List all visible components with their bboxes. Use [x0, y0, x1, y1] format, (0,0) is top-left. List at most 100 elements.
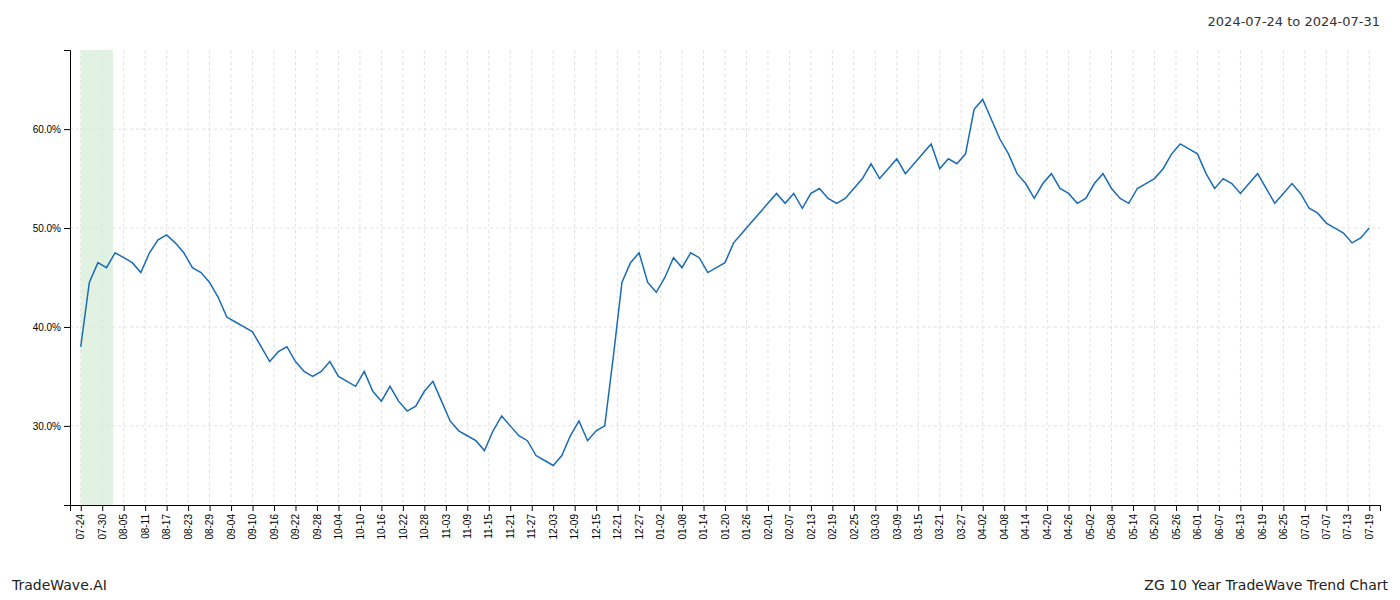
x-tick-label: 09-28 — [312, 514, 323, 540]
x-tick-mark — [940, 505, 941, 511]
grid-line-x — [1047, 50, 1048, 505]
x-tick-mark — [1176, 505, 1177, 511]
x-tick-label: 10-16 — [376, 514, 387, 540]
x-tick-label: 10-22 — [398, 514, 409, 540]
x-tick: 02-01 — [763, 505, 774, 540]
x-tick-mark — [553, 505, 554, 511]
x-tick: 07-01 — [1300, 505, 1311, 540]
x-tick: 12-21 — [612, 505, 623, 540]
y-tick-label: 60.0% — [33, 124, 61, 135]
x-tick-mark — [338, 505, 339, 511]
y-tick-label: 50.0% — [33, 223, 61, 234]
x-tick: 02-25 — [849, 505, 860, 540]
grid-line-x — [295, 50, 296, 505]
x-tick-label: 07-13 — [1342, 514, 1353, 540]
x-tick-label: 07-19 — [1364, 514, 1375, 540]
x-tick-label: 04-26 — [1063, 514, 1074, 540]
x-tick: 12-27 — [634, 505, 645, 540]
x-tick: 06-19 — [1257, 505, 1268, 540]
grid-line-x — [381, 50, 382, 505]
x-tick-mark — [1369, 505, 1370, 511]
x-tick-mark — [253, 505, 254, 511]
x-tick-label: 03-09 — [892, 514, 903, 540]
grid-line-x — [488, 50, 489, 505]
x-tick-label: 05-08 — [1106, 514, 1117, 540]
x-tick-mark — [746, 505, 747, 511]
grid-line-x — [1133, 50, 1134, 505]
x-tick-label: 08-23 — [183, 514, 194, 540]
x-tick-mark — [639, 505, 640, 511]
grid-line-x — [274, 50, 275, 505]
x-tick: 10-28 — [419, 505, 430, 540]
x-tick-mark — [1348, 505, 1349, 511]
x-tick-label: 04-02 — [977, 514, 988, 540]
x-tick-mark — [596, 505, 597, 511]
x-tick-label: 09-04 — [226, 514, 237, 540]
x-tick-mark — [1326, 505, 1327, 511]
x-tick-label: 05-02 — [1085, 514, 1096, 540]
x-tick: 03-15 — [913, 505, 924, 540]
x-tick-label: 12-27 — [634, 514, 645, 540]
y-tick: 50.0% — [33, 223, 70, 234]
grid-line-x — [531, 50, 532, 505]
x-tick: 06-07 — [1214, 505, 1225, 540]
grid-line-x — [1111, 50, 1112, 505]
x-tick: 11-03 — [441, 505, 452, 539]
x-tick-label: 03-21 — [934, 514, 945, 540]
x-tick: 08-17 — [161, 505, 172, 540]
y-tick: 40.0% — [33, 322, 70, 333]
x-tick-label: 04-08 — [999, 514, 1010, 540]
x-tick: 11-15 — [483, 505, 494, 539]
grid-line-x — [810, 50, 811, 505]
x-tick: 12-09 — [569, 505, 580, 540]
grid-line-x — [145, 50, 146, 505]
x-tick: 05-14 — [1128, 505, 1139, 540]
x-tick-label: 10-10 — [355, 514, 366, 540]
x-tick-label: 05-20 — [1149, 514, 1160, 540]
y-tick-label: 40.0% — [33, 322, 61, 333]
x-axis-line — [71, 506, 1381, 512]
x-tick-label: 03-15 — [913, 514, 924, 540]
x-tick-mark — [167, 505, 168, 511]
grid-line-x — [209, 50, 210, 505]
grid-line-x — [1090, 50, 1091, 505]
x-tick: 08-23 — [183, 505, 194, 540]
chart: 07-2407-3008-0508-1108-1708-2308-2909-04… — [0, 0, 1400, 600]
grid-line-x — [789, 50, 790, 505]
x-tick-mark — [1262, 505, 1263, 511]
x-tick: 02-13 — [806, 505, 817, 540]
x-tick-label: 06-01 — [1192, 514, 1203, 540]
plot-area — [81, 50, 1370, 505]
grid-line-x — [359, 50, 360, 505]
x-tick-label: 07-01 — [1300, 514, 1311, 540]
x-tick: 04-02 — [977, 505, 988, 540]
x-tick-mark — [317, 505, 318, 511]
grid-line-x — [1175, 50, 1176, 505]
x-tick-mark — [446, 505, 447, 511]
x-tick-mark — [854, 505, 855, 511]
x-tick: 09-16 — [269, 505, 280, 540]
grid-line-y — [70, 326, 1380, 327]
footer: TradeWave.AI — [11, 577, 107, 593]
x-tick-mark — [1155, 505, 1156, 511]
y-tick-label: 30.0% — [33, 421, 61, 432]
x-tick-mark — [81, 505, 82, 511]
x-tick-label: 02-19 — [827, 514, 838, 540]
x-tick: 03-27 — [956, 505, 967, 540]
y-axis-line — [64, 51, 71, 506]
grid-line-x — [746, 50, 747, 505]
x-tick-label: 11-21 — [505, 514, 516, 539]
x-tick-mark — [768, 505, 769, 511]
grid-line-x — [1025, 50, 1026, 505]
grid-line-x — [123, 50, 124, 505]
x-tick-mark — [489, 505, 490, 511]
x-tick-label: 01-20 — [720, 514, 731, 540]
x-tick-mark — [403, 505, 404, 511]
x-tick-label: 08-05 — [118, 514, 129, 540]
grid-line-x — [660, 50, 661, 505]
x-tick: 01-14 — [698, 505, 709, 540]
footer: ZG 10 Year TradeWave Trend Chart — [1144, 577, 1388, 593]
x-tick: 09-28 — [312, 505, 323, 540]
x-tick-mark — [124, 505, 125, 511]
x-tick-label: 08-11 — [140, 514, 151, 539]
